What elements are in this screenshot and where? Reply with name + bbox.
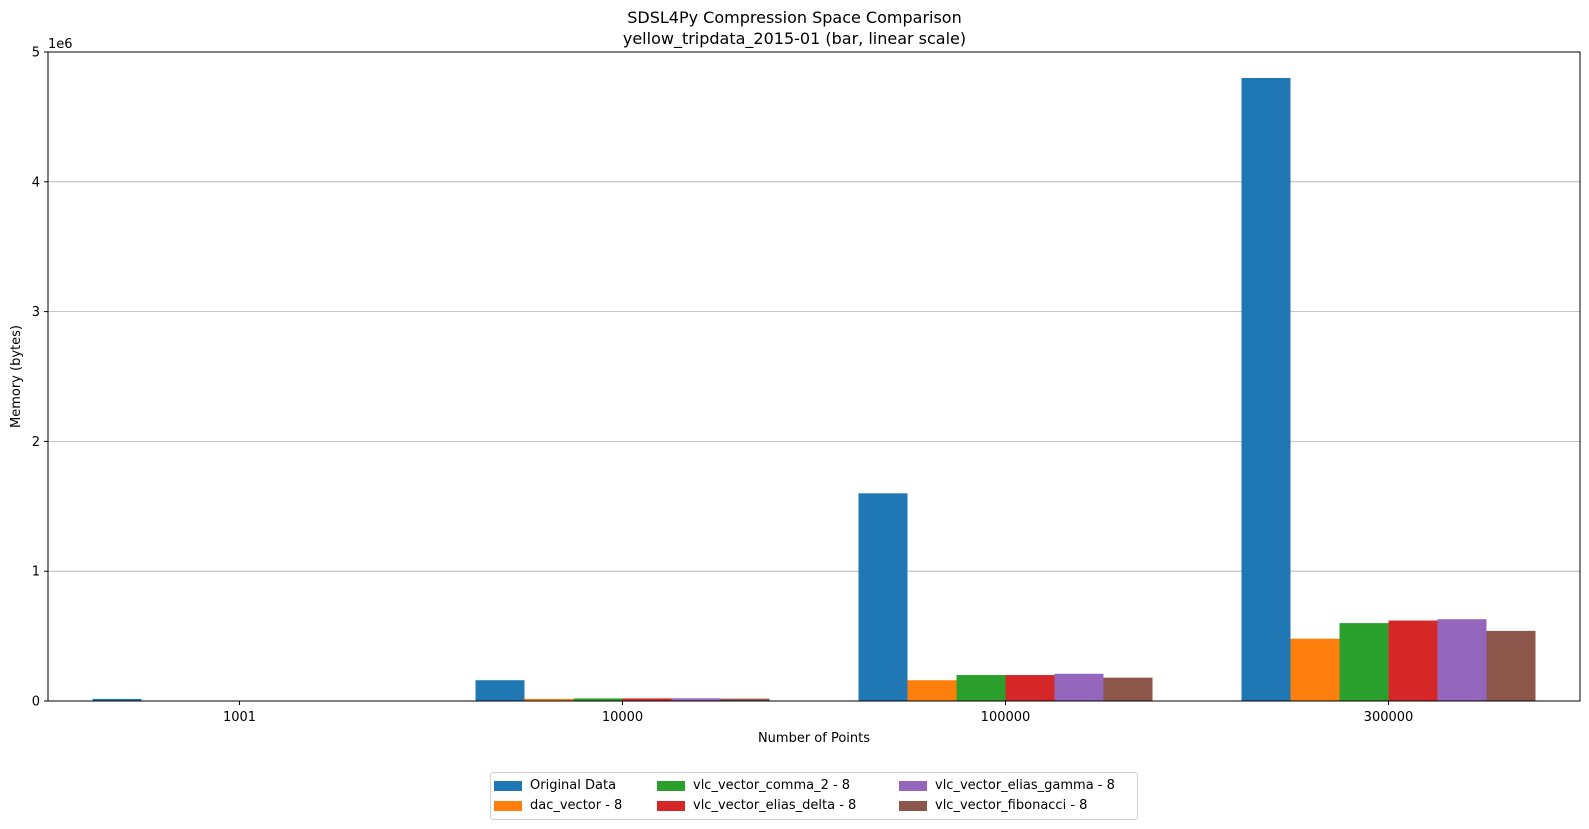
y-tick-label: 4 — [32, 175, 40, 190]
y-tick-label: 0 — [32, 695, 40, 710]
bar — [1241, 77, 1291, 701]
bar — [720, 698, 770, 701]
y-tick-label: 5 — [32, 46, 40, 61]
y-tick-label: 3 — [32, 305, 40, 320]
x-axis-label: Number of Points — [758, 731, 870, 746]
legend-swatch — [899, 801, 927, 811]
chart-legend: Original Data dac_vector - 8 vlc_vector_co… — [490, 772, 1138, 820]
chart-title: SDSL4Py Compression Space Comparison — [627, 8, 962, 27]
bar — [671, 698, 721, 701]
legend-label: vlc_vector_elias_delta - 8 — [693, 798, 857, 813]
bar — [1005, 675, 1055, 701]
bar — [1290, 638, 1340, 701]
bar — [1103, 677, 1153, 701]
chart-subtitle: yellow_tripdata_2015-01 (bar, linear sca… — [622, 29, 967, 48]
bar — [622, 698, 672, 701]
bar — [907, 680, 957, 701]
plot-frame — [47, 51, 1581, 702]
legend-swatch — [657, 801, 685, 811]
x-tick-label: 1001 — [223, 710, 256, 725]
y-axis-label: Memory (bytes) — [9, 325, 24, 428]
bar — [1054, 673, 1104, 701]
y-tick-label: 1 — [32, 565, 40, 580]
legend-label: vlc_vector_comma_2 - 8 — [693, 778, 851, 793]
x-tick-label: 100000 — [981, 710, 1031, 725]
bar — [1339, 623, 1389, 701]
legend-swatch — [657, 781, 685, 791]
y-tick-label: 2 — [32, 435, 40, 450]
bar — [524, 698, 574, 701]
x-tick-label: 300000 — [1364, 710, 1414, 725]
bar — [573, 698, 623, 701]
bar — [956, 675, 1006, 701]
bar — [475, 680, 525, 701]
legend-swatch — [899, 781, 927, 791]
legend-label: Original Data — [530, 778, 617, 793]
bar — [1388, 620, 1438, 701]
bar — [858, 493, 908, 701]
legend-label: vlc_vector_fibonacci - 8 — [935, 798, 1088, 813]
legend-label: vlc_vector_elias_gamma - 8 — [935, 778, 1115, 793]
legend-swatch — [494, 781, 522, 791]
bar — [1486, 630, 1536, 701]
legend-swatch — [494, 801, 522, 811]
bar — [1437, 619, 1487, 701]
y-scale-offset-label: 1e6 — [48, 37, 73, 52]
x-tick-label: 10000 — [602, 710, 643, 725]
legend-label: dac_vector - 8 — [530, 798, 623, 813]
bar — [92, 698, 142, 701]
